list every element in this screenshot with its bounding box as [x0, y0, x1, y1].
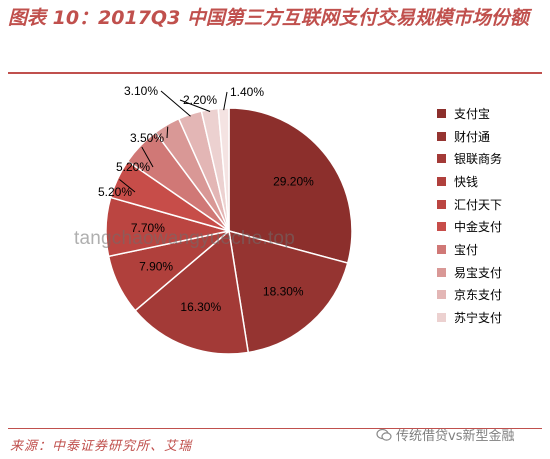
- legend-swatch: [437, 222, 446, 232]
- legend-swatch: [437, 267, 446, 277]
- slice-value-label: 5.20%: [116, 160, 150, 174]
- legend-swatch: [437, 199, 446, 209]
- source-note: 来源：中泰证券研究所、艾瑞: [10, 439, 193, 454]
- chart-legend: 支付宝财付通银联商务快钱汇付天下中金支付宝付易宝支付京东支付苏宁支付: [437, 102, 502, 329]
- legend-item: 支付宝: [437, 102, 502, 125]
- slice-value-label: 18.30%: [263, 284, 304, 298]
- wechat-account-label: 传统借贷vs新型金融: [396, 429, 515, 444]
- legend-label: 易宝支付: [454, 265, 503, 280]
- legend-swatch: [437, 244, 446, 254]
- legend-label: 快钱: [454, 174, 479, 189]
- slice-value-label: 7.70%: [131, 221, 165, 235]
- legend-label: 苏宁支付: [454, 311, 503, 326]
- legend-swatch: [437, 290, 446, 300]
- legend-swatch: [437, 313, 446, 323]
- slice-value-label: 3.50%: [130, 131, 164, 145]
- legend-swatch: [437, 108, 446, 118]
- slice-value-label: 7.90%: [139, 260, 173, 274]
- legend-item: 易宝支付: [437, 261, 502, 284]
- title-divider: [8, 72, 542, 74]
- wechat-watermark: 传统借贷vs新型金融: [376, 425, 514, 444]
- chart-title: 图表 10：2017Q3 中国第三方互联网支付交易规模市场份额: [8, 7, 529, 29]
- legend-label: 支付宝: [454, 106, 491, 121]
- legend-item: 汇付天下: [437, 193, 502, 216]
- legend-item: 银联商务: [437, 147, 502, 170]
- label-leader-line: [223, 91, 228, 111]
- label-leader-line: [166, 126, 169, 139]
- legend-item: 苏宁支付: [437, 306, 502, 329]
- pie-slice-支付宝: [228, 107, 353, 265]
- legend-item: 快钱: [437, 170, 502, 193]
- pie-chart: 29.20% 18.30% 16.30% 7.90% 7.70% 5.20% 5.20% 3.…: [98, 84, 353, 355]
- legend-swatch: [437, 131, 446, 141]
- slice-value-label: 16.30%: [180, 300, 221, 314]
- label-leader-line: [179, 99, 211, 112]
- legend-label: 宝付: [454, 242, 479, 257]
- source-divider: [8, 428, 542, 429]
- wechat-icon: [376, 428, 392, 441]
- legend-item: 中金支付: [437, 215, 502, 238]
- label-leader-line: [119, 179, 136, 193]
- legend-item: 京东支付: [437, 284, 502, 307]
- legend-item: 财付通: [437, 125, 502, 148]
- legend-label: 中金支付: [454, 220, 503, 235]
- pie-slices: [105, 107, 353, 355]
- pie-slice-财付通: [228, 229, 349, 354]
- legend-label: 银联商务: [454, 152, 503, 167]
- legend-label: 京东支付: [454, 288, 503, 303]
- slice-value-label: 29.20%: [273, 175, 314, 189]
- pie-labels: 29.20% 18.30% 16.30% 7.90% 7.70% 5.20% 5.20% 3.…: [98, 84, 314, 314]
- legend-swatch: [437, 154, 446, 164]
- legend-label: 财付通: [454, 129, 491, 144]
- label-leader-line: [160, 90, 191, 117]
- legend-label: 汇付天下: [454, 197, 503, 212]
- slice-value-label: 1.40%: [230, 85, 264, 99]
- slice-value-label: 2.20%: [183, 93, 217, 107]
- legend-item: 宝付: [437, 238, 502, 261]
- legend-swatch: [437, 176, 446, 186]
- slice-value-label: 5.20%: [98, 185, 132, 199]
- watermark: tangchaowangyueche.top: [74, 228, 295, 249]
- pie-slice-银联商务: [134, 229, 250, 355]
- slice-value-label: 3.10%: [124, 84, 158, 98]
- label-leader-line: [141, 146, 154, 168]
